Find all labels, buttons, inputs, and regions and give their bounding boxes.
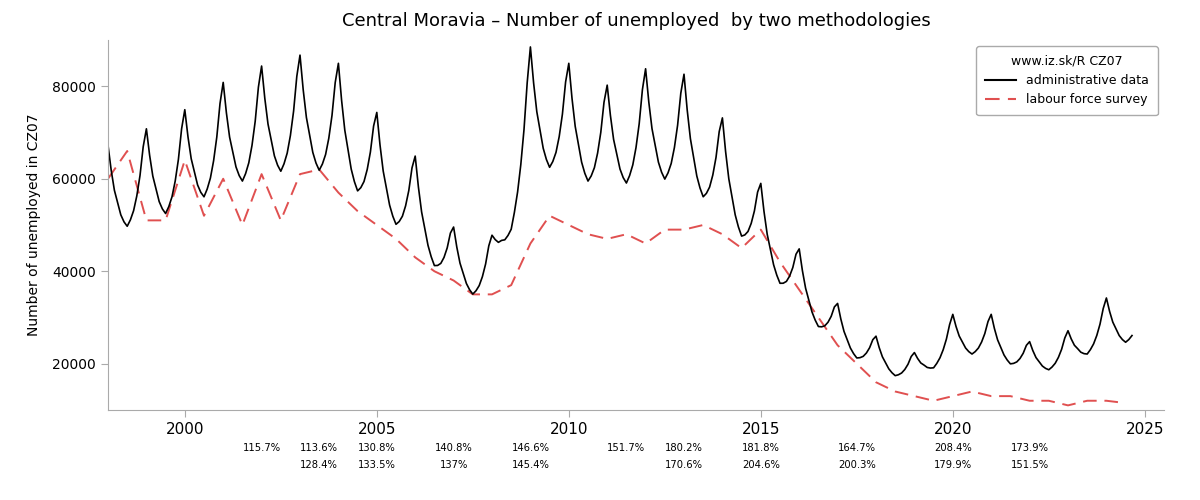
labour force survey bbox=[715, 231, 730, 237]
administrative data bbox=[748, 208, 762, 214]
Text: 130.8%: 130.8% bbox=[358, 444, 396, 454]
administrative data bbox=[1028, 354, 1043, 360]
Text: 151.7%: 151.7% bbox=[607, 444, 646, 454]
administrative data bbox=[830, 300, 845, 306]
labour force survey bbox=[1118, 400, 1133, 406]
Y-axis label: Number of unemployed in CZ07: Number of unemployed in CZ07 bbox=[28, 114, 41, 336]
labour force survey bbox=[293, 171, 307, 177]
Text: 128.4%: 128.4% bbox=[300, 460, 338, 470]
Text: 179.9%: 179.9% bbox=[934, 460, 972, 470]
labour force survey bbox=[734, 245, 749, 251]
Text: 151.5%: 151.5% bbox=[1010, 460, 1049, 470]
Legend: administrative data, labour force survey: administrative data, labour force survey bbox=[976, 46, 1158, 116]
Text: 181.8%: 181.8% bbox=[742, 444, 780, 454]
administrative data bbox=[719, 148, 733, 154]
Text: 145.4%: 145.4% bbox=[511, 460, 550, 470]
labour force survey bbox=[101, 176, 115, 182]
administrative data bbox=[523, 44, 538, 50]
Text: 137%: 137% bbox=[439, 460, 468, 470]
Text: 173.9%: 173.9% bbox=[1010, 444, 1049, 454]
administrative data bbox=[1124, 332, 1139, 338]
Text: 140.8%: 140.8% bbox=[434, 444, 473, 454]
Text: 208.4%: 208.4% bbox=[934, 444, 972, 454]
labour force survey bbox=[1061, 402, 1075, 408]
Text: 133.5%: 133.5% bbox=[358, 460, 396, 470]
Text: 170.6%: 170.6% bbox=[665, 460, 703, 470]
administrative data bbox=[888, 372, 902, 378]
Text: 113.6%: 113.6% bbox=[300, 444, 338, 454]
Text: 204.6%: 204.6% bbox=[742, 460, 780, 470]
Text: 115.7%: 115.7% bbox=[242, 444, 281, 454]
Text: 200.3%: 200.3% bbox=[838, 460, 876, 470]
Text: 146.6%: 146.6% bbox=[511, 444, 550, 454]
labour force survey bbox=[504, 282, 518, 288]
administrative data bbox=[101, 142, 115, 148]
Line: labour force survey: labour force survey bbox=[108, 151, 1126, 406]
administrative data bbox=[308, 160, 323, 166]
labour force survey bbox=[677, 226, 691, 232]
Text: 164.7%: 164.7% bbox=[838, 444, 876, 454]
labour force survey bbox=[120, 148, 134, 154]
labour force survey bbox=[811, 314, 826, 320]
Title: Central Moravia – Number of unemployed  by two methodologies: Central Moravia – Number of unemployed b… bbox=[342, 12, 930, 30]
Text: 180.2%: 180.2% bbox=[665, 444, 703, 454]
Line: administrative data: administrative data bbox=[108, 47, 1132, 376]
administrative data bbox=[558, 79, 572, 85]
